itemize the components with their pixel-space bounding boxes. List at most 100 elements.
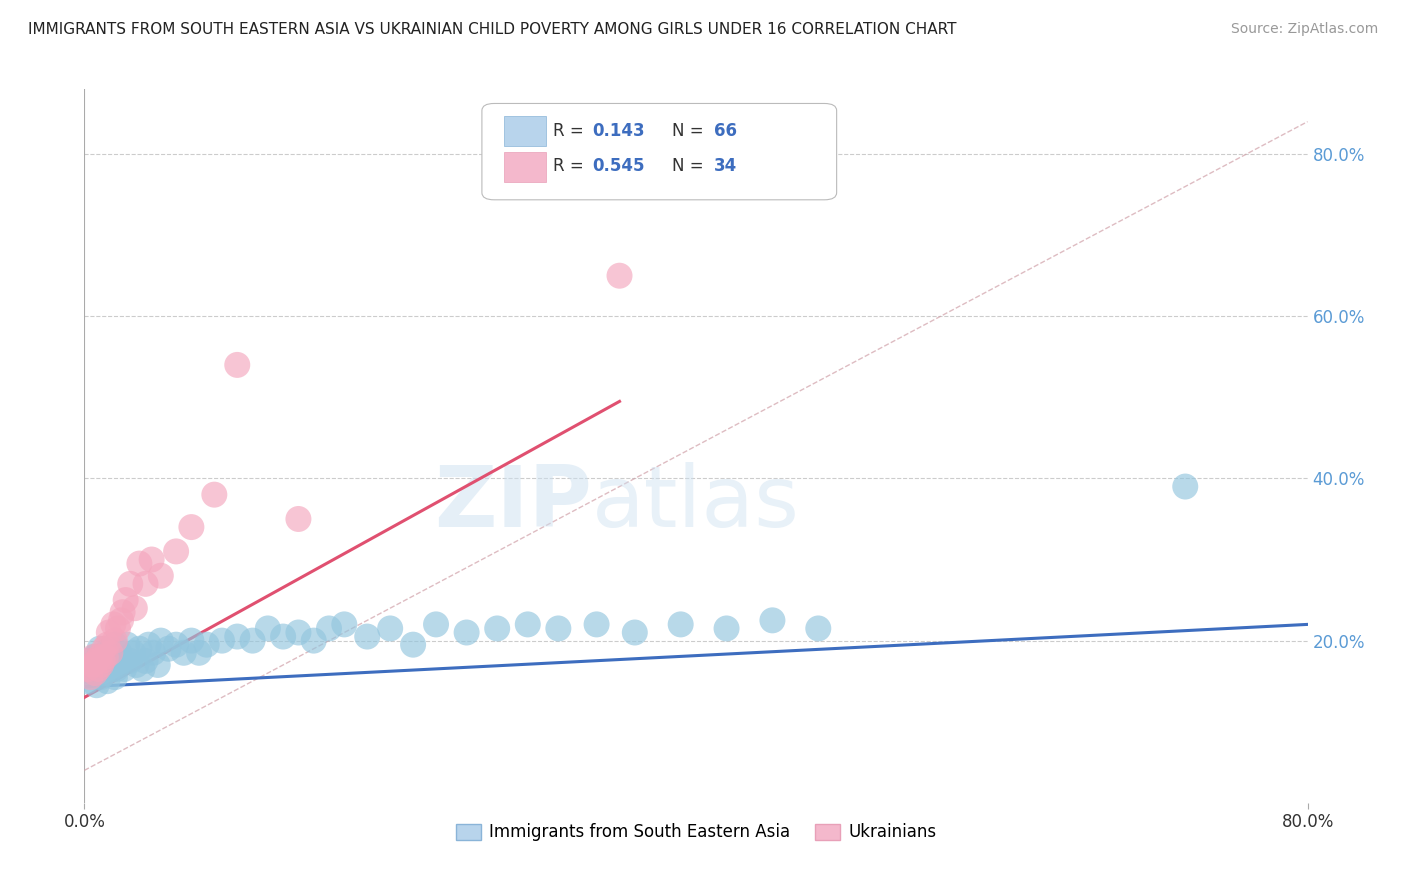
Point: [93, 641, 115, 656]
Text: N =: N =: [672, 121, 709, 139]
Point: [114, 593, 136, 607]
Point: [165, 638, 187, 652]
Point: [1174, 479, 1197, 493]
Point: [226, 358, 249, 372]
Point: [333, 617, 356, 632]
Point: [402, 638, 425, 652]
Point: [135, 654, 157, 668]
Point: [180, 520, 202, 534]
Point: [98, 649, 121, 664]
Point: [89, 649, 111, 664]
Point: [96, 638, 118, 652]
Point: [97, 657, 120, 672]
Point: [486, 622, 509, 636]
Point: [149, 633, 172, 648]
Point: [83, 649, 105, 664]
Point: [80, 657, 103, 672]
Point: [173, 646, 195, 660]
Point: [456, 625, 478, 640]
Point: [157, 641, 180, 656]
FancyBboxPatch shape: [482, 103, 837, 200]
Point: [125, 657, 148, 672]
Point: [195, 638, 218, 652]
Text: atlas: atlas: [592, 461, 800, 545]
Point: [91, 654, 114, 668]
Point: [97, 625, 120, 640]
Point: [128, 557, 150, 571]
Point: [271, 630, 294, 644]
Point: [110, 613, 132, 627]
Point: [257, 622, 280, 636]
Point: [86, 654, 108, 668]
Point: [165, 544, 187, 558]
Point: [807, 622, 830, 636]
Point: [86, 678, 108, 692]
Point: [96, 674, 118, 689]
Point: [87, 662, 110, 676]
Point: [516, 617, 538, 632]
Text: ZIP: ZIP: [434, 461, 592, 545]
Point: [318, 622, 340, 636]
Point: [242, 633, 264, 648]
Point: [105, 662, 128, 676]
Point: [101, 662, 124, 676]
Point: [149, 568, 172, 582]
Point: [716, 622, 738, 636]
Point: [103, 617, 125, 632]
Point: [77, 654, 100, 668]
Point: [90, 670, 112, 684]
Text: R =: R =: [553, 157, 589, 175]
Point: [124, 601, 146, 615]
Point: [111, 654, 134, 668]
FancyBboxPatch shape: [503, 116, 546, 146]
Point: [94, 649, 117, 664]
Point: [547, 622, 569, 636]
Point: [141, 552, 163, 566]
Point: [112, 662, 135, 676]
Point: [76, 674, 98, 689]
Point: [98, 646, 121, 660]
Point: [77, 654, 100, 668]
Point: [356, 630, 378, 644]
Point: [111, 605, 134, 619]
Text: 34: 34: [714, 157, 738, 175]
Point: [761, 613, 783, 627]
Text: 0.143: 0.143: [592, 121, 644, 139]
Point: [103, 654, 125, 668]
Point: [146, 657, 169, 672]
Point: [90, 657, 112, 672]
Point: [89, 657, 111, 672]
Text: R =: R =: [553, 121, 589, 139]
Point: [94, 646, 117, 660]
Point: [104, 638, 127, 652]
Legend: Immigrants from South Eastern Asia, Ukrainians: Immigrants from South Eastern Asia, Ukra…: [449, 817, 943, 848]
Point: [302, 633, 325, 648]
Point: [115, 638, 138, 652]
Point: [104, 670, 127, 684]
Point: [120, 654, 142, 668]
Point: [585, 617, 607, 632]
Point: [142, 646, 165, 660]
Point: [609, 268, 631, 283]
Point: [188, 646, 211, 660]
Point: [128, 641, 150, 656]
Point: [80, 670, 103, 684]
Point: [87, 662, 110, 676]
Point: [84, 649, 107, 664]
Point: [89, 641, 111, 656]
Point: [624, 625, 647, 640]
Point: [79, 670, 101, 684]
Point: [226, 630, 249, 644]
Point: [84, 666, 107, 681]
Text: N =: N =: [672, 157, 709, 175]
Point: [108, 646, 131, 660]
Text: 66: 66: [714, 121, 737, 139]
FancyBboxPatch shape: [503, 152, 546, 182]
Point: [287, 512, 309, 526]
Text: 0.545: 0.545: [592, 157, 644, 175]
Text: IMMIGRANTS FROM SOUTH EASTERN ASIA VS UKRAINIAN CHILD POVERTY AMONG GIRLS UNDER : IMMIGRANTS FROM SOUTH EASTERN ASIA VS UK…: [28, 22, 956, 37]
Point: [211, 633, 233, 648]
Point: [380, 622, 402, 636]
Point: [76, 662, 98, 676]
Point: [180, 633, 202, 648]
